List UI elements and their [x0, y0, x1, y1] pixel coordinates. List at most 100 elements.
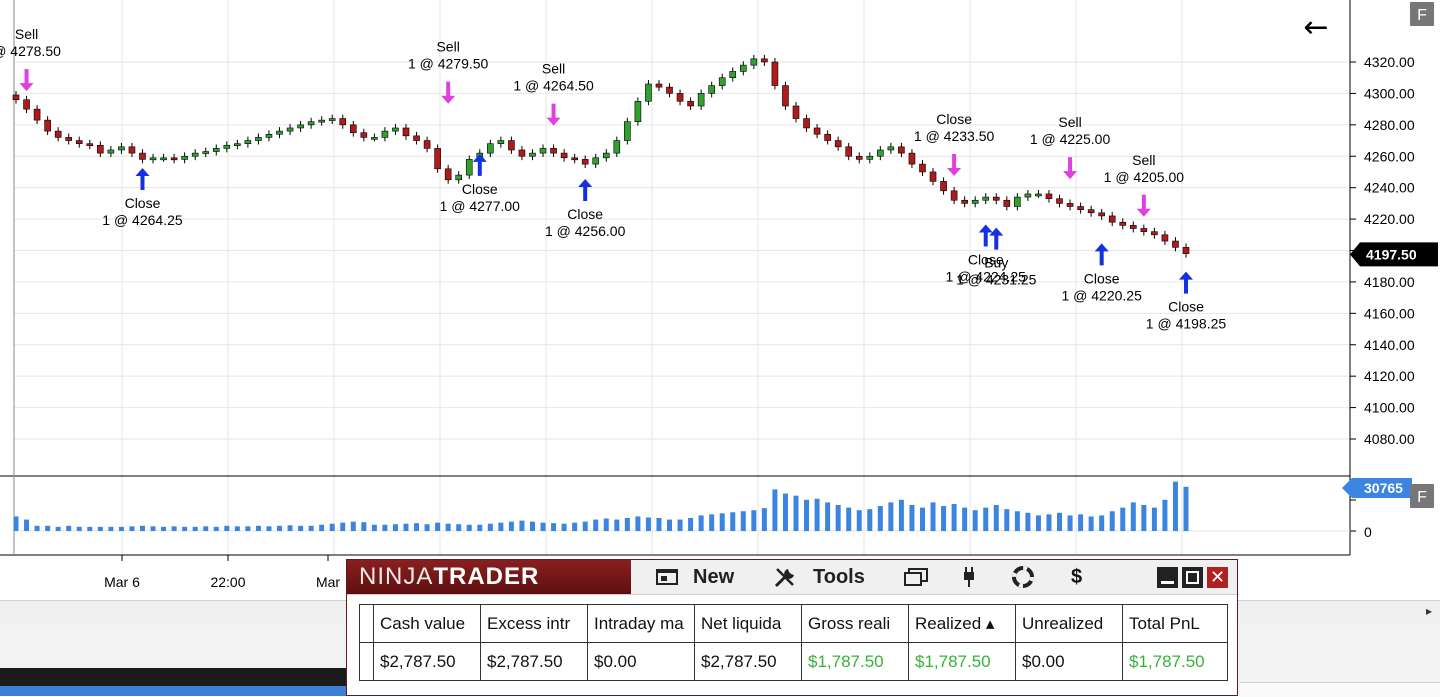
- candle-body: [339, 118, 347, 126]
- trade-label: 1 @ 4277.00: [440, 198, 521, 214]
- price-tick-label: 4160.00: [1364, 305, 1415, 321]
- candle-body: [529, 152, 536, 157]
- cell-unrealized: $0.00: [1015, 642, 1123, 681]
- time-tick-label: Mar 6: [104, 574, 140, 590]
- tools-icon[interactable]: [773, 566, 799, 588]
- volume-bar: [66, 525, 72, 531]
- candle-body: [1056, 198, 1063, 204]
- workspaces-icon[interactable]: [903, 566, 929, 588]
- trade-label: Close: [1168, 299, 1204, 315]
- candle-body: [1077, 206, 1084, 210]
- candle-body: [328, 118, 336, 121]
- candle-body: [497, 140, 505, 144]
- candle-body: [834, 140, 842, 148]
- col-total-pnl[interactable]: Total PnL: [1122, 604, 1228, 643]
- dollar-icon[interactable]: $: [1071, 565, 1083, 588]
- trade-label: 1 @ 4224.25: [946, 269, 1027, 285]
- volume-bar: [1035, 515, 1041, 531]
- candle-body: [423, 140, 431, 149]
- candle-body: [877, 149, 884, 157]
- candle-body: [160, 157, 167, 161]
- volume-bar: [825, 502, 831, 531]
- trade-label: 1 @ 4205.00: [1104, 169, 1185, 185]
- volume-bar: [108, 526, 114, 531]
- volume-bar: [993, 505, 999, 531]
- candle-body: [297, 124, 304, 129]
- col-cash-value[interactable]: Cash value: [373, 604, 481, 643]
- price-chart[interactable]: 4320.00 4300.00 4280.00 4260.00 4240.00 4220.…: [0, 0, 1440, 600]
- candle-body: [128, 146, 136, 154]
- window-titlebar[interactable]: NINJA TRADER New Tools $ ✕: [347, 560, 1237, 595]
- help-lifebuoy-icon[interactable]: [1011, 566, 1035, 588]
- trade-label: 1 @ 4264.25: [102, 212, 183, 228]
- trade-label: Sell: [542, 61, 565, 77]
- candle-body: [792, 105, 800, 119]
- cell-intraday-margin: $0.00: [587, 642, 695, 681]
- volume-bar: [1141, 505, 1147, 531]
- volume-bar: [1004, 509, 1010, 531]
- candle-body: [592, 157, 600, 165]
- volume-bar: [255, 525, 261, 531]
- volume-bar: [340, 522, 346, 531]
- volume-value-label: 30765: [1364, 480, 1403, 496]
- candle-body: [434, 148, 441, 170]
- volume-bar: [740, 511, 746, 531]
- volume-bar: [1078, 514, 1084, 531]
- close-button[interactable]: ✕: [1207, 567, 1228, 588]
- maximize-button[interactable]: [1182, 567, 1203, 588]
- candle-body: [550, 148, 557, 154]
- volume-bar: [656, 518, 662, 531]
- sell-arrow-marker: [546, 103, 561, 126]
- volume-bar: [213, 526, 219, 531]
- candle-body: [381, 130, 389, 138]
- buy-arrow-marker: [135, 167, 150, 190]
- candle-body: [212, 148, 220, 152]
- connection-plug-icon[interactable]: [959, 566, 979, 588]
- volume-bar: [1151, 507, 1157, 531]
- trade-label: Sell: [1132, 152, 1155, 168]
- volume-bar: [350, 521, 356, 531]
- col-unrealized[interactable]: Unrealized: [1015, 604, 1123, 643]
- volume-bar: [1172, 481, 1178, 531]
- current-price-badge: [1350, 242, 1438, 267]
- new-window-icon[interactable]: [655, 566, 679, 588]
- sell-arrow-marker: [441, 81, 456, 104]
- volume-bar: [540, 522, 546, 531]
- col-gross-realized[interactable]: Gross reali: [801, 604, 909, 643]
- col-excess-intraday[interactable]: Excess intr: [480, 604, 588, 643]
- col-net-liquidation[interactable]: Net liquida: [694, 604, 802, 643]
- menu-tools[interactable]: Tools: [813, 565, 865, 588]
- candle-body: [465, 159, 473, 176]
- candle-body: [444, 168, 452, 181]
- volume-bar: [919, 507, 925, 531]
- ninjatrader-accounts-window[interactable]: NINJA TRADER New Tools $ ✕ Cash value: [346, 559, 1238, 696]
- trade-label: 1 @ 4225.00: [1030, 131, 1111, 147]
- volume-bar: [972, 510, 978, 531]
- trade-label: Close: [125, 195, 161, 211]
- candle-body: [86, 143, 94, 146]
- col-realized[interactable]: Realized ▴: [908, 604, 1016, 643]
- candle-body: [44, 119, 51, 132]
- table-row[interactable]: $2,787.50 $2,787.50 $0.00 $2,787.50 $1,7…: [359, 642, 1228, 681]
- scroll-right-icon[interactable]: ▸: [1425, 604, 1432, 618]
- trade-label: 1 @ 4198.25: [1146, 316, 1227, 332]
- price-tick-label: 4280.00: [1364, 117, 1415, 133]
- candle-body: [950, 190, 958, 201]
- col-intraday-margin[interactable]: Intraday ma: [587, 604, 695, 643]
- volume-bar: [635, 516, 641, 531]
- price-tick-label: 4220.00: [1364, 211, 1415, 227]
- minimize-button[interactable]: [1157, 567, 1178, 588]
- volume-bar: [298, 525, 304, 531]
- price-tick-label: 4300.00: [1364, 85, 1415, 101]
- volume-bar: [856, 510, 862, 531]
- panel-f-label: F: [1417, 7, 1427, 24]
- volume-bar: [529, 521, 535, 531]
- candle-body: [360, 132, 368, 138]
- menu-new[interactable]: New: [693, 565, 735, 588]
- candle-body: [1024, 193, 1032, 198]
- chart-canvas[interactable]: 4320.00 4300.00 4280.00 4260.00 4240.00 4220.…: [0, 0, 1440, 600]
- candle-body: [581, 159, 589, 165]
- volume-bar: [203, 526, 209, 531]
- candle-body: [645, 83, 652, 102]
- candle-body: [1140, 228, 1148, 232]
